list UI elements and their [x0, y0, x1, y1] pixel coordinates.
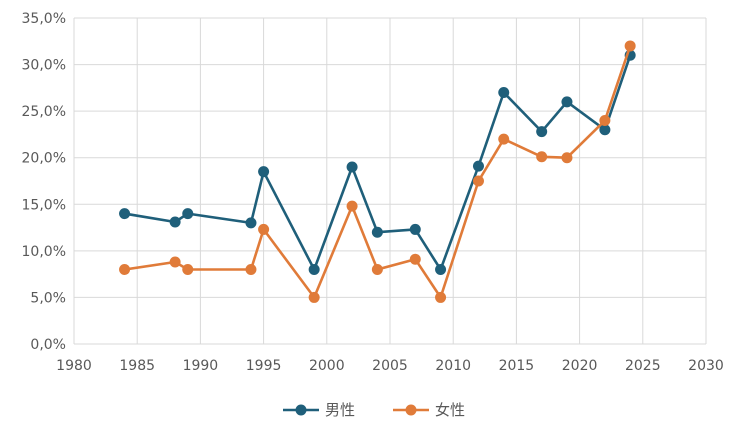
data-point [169, 256, 181, 268]
x-tick-label: 1985 [119, 358, 155, 374]
data-point [346, 200, 358, 212]
data-point [371, 263, 383, 275]
legend-label: 男性 [325, 401, 355, 419]
data-point [472, 160, 484, 172]
data-point [258, 166, 270, 178]
data-point [472, 175, 484, 187]
data-point [182, 208, 194, 220]
y-tick-label: 20,0% [22, 151, 66, 167]
data-point [435, 291, 447, 303]
y-tick-label: 15,0% [22, 197, 66, 213]
data-point [409, 253, 421, 265]
data-point [182, 263, 194, 275]
data-point [624, 40, 636, 52]
y-tick-label: 35,0% [22, 11, 66, 27]
x-tick-label: 2025 [625, 358, 661, 374]
y-tick-label: 5,0% [30, 290, 66, 306]
data-point [169, 216, 181, 228]
series-line [124, 54, 632, 271]
series-2 [119, 40, 636, 303]
data-point [258, 223, 270, 235]
series-line [124, 45, 632, 299]
y-tick-label: 10,0% [22, 244, 66, 260]
legend-item: 女性 [393, 401, 465, 419]
data-point [561, 96, 573, 108]
data-point [536, 126, 548, 138]
legend-marker [295, 404, 307, 416]
data-point [371, 226, 383, 238]
x-tick-label: 2030 [688, 358, 724, 374]
data-point [599, 124, 611, 136]
data-point [409, 223, 421, 235]
data-point [119, 208, 131, 220]
data-point [498, 87, 510, 99]
data-point [308, 291, 320, 303]
y-tick-label: 0,0% [30, 337, 66, 353]
data-point [346, 161, 358, 173]
x-tick-label: 2005 [372, 358, 408, 374]
x-axis-tick-labels: 1980 1985 1990 1995 2000 2005 2010 2015 2020 2025… [56, 358, 724, 374]
data-point [498, 133, 510, 145]
series-lines [119, 40, 636, 303]
y-tick-label: 25,0% [22, 104, 66, 120]
data-point [245, 217, 257, 229]
x-tick-label: 2015 [499, 358, 535, 374]
series-1 [119, 49, 636, 275]
y-tick-label: 30,0% [22, 58, 66, 74]
data-point [536, 151, 548, 163]
x-tick-label: 2020 [562, 358, 598, 374]
x-tick-label: 2000 [309, 358, 345, 374]
data-point [308, 263, 320, 275]
data-point [599, 114, 611, 126]
data-point [119, 263, 131, 275]
x-tick-label: 1980 [56, 358, 92, 374]
data-point [435, 263, 447, 275]
legend-item: 男性 [283, 401, 355, 419]
gridlines [73, 17, 707, 345]
x-tick-label: 1995 [246, 358, 282, 374]
legend-marker [405, 404, 417, 416]
legend: 男性 女性 [283, 401, 465, 419]
x-tick-label: 1990 [183, 358, 219, 374]
y-axis-tick-labels: 0,0% 5,0% 10,0% 15,0% 20,0% 25,0% 30,0% 35,0% [22, 11, 66, 353]
legend-label: 女性 [435, 401, 465, 419]
data-point [561, 152, 573, 164]
x-tick-label: 2010 [435, 358, 471, 374]
data-point [245, 263, 257, 275]
